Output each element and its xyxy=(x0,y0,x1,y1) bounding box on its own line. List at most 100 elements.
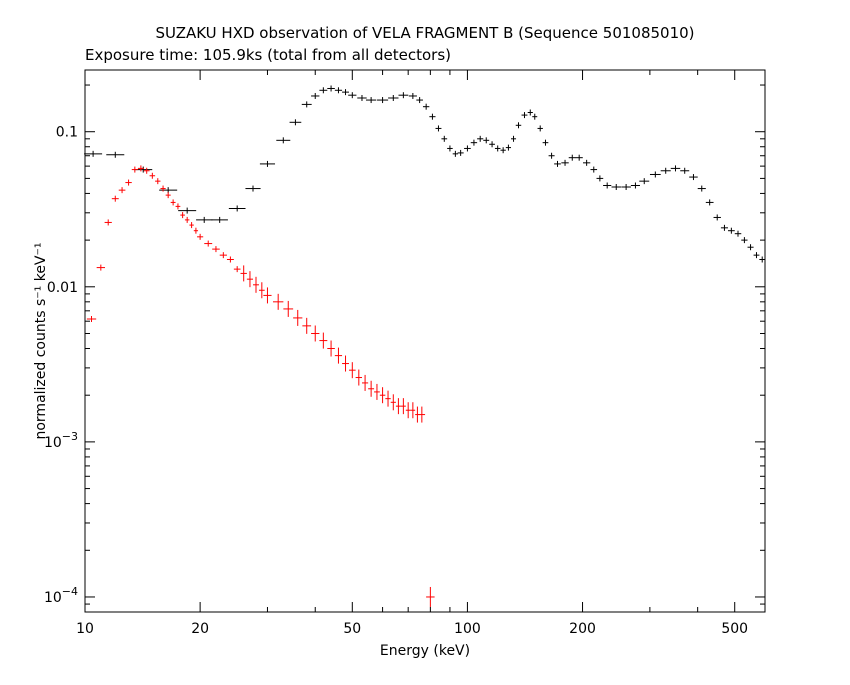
data-point xyxy=(418,406,426,423)
data-point xyxy=(118,187,126,194)
data-point xyxy=(405,402,411,419)
data-point xyxy=(753,252,760,259)
data-point xyxy=(483,137,490,144)
data-point xyxy=(311,325,320,342)
x-tick-label: 50 xyxy=(343,621,361,637)
data-point xyxy=(596,175,604,182)
data-point xyxy=(470,139,478,146)
data-point xyxy=(302,317,312,334)
data-point xyxy=(189,222,194,229)
data-point xyxy=(416,97,423,104)
x-axis: 10 20 50 100 200 500 xyxy=(76,70,766,637)
data-point xyxy=(429,113,436,120)
data-point xyxy=(505,144,512,151)
y-tick-exponent: −3 xyxy=(62,430,78,443)
data-point xyxy=(219,252,227,259)
data-point xyxy=(170,199,176,206)
data-point xyxy=(649,171,661,178)
data-point xyxy=(759,256,766,263)
data-point xyxy=(398,92,409,99)
data-point xyxy=(233,266,241,273)
data-point xyxy=(240,265,247,282)
data-point xyxy=(293,309,303,326)
data-point xyxy=(410,402,416,419)
series-1 xyxy=(86,165,435,607)
data-point xyxy=(603,182,612,189)
data-point xyxy=(327,85,335,92)
data-point xyxy=(521,112,528,119)
data-point xyxy=(590,166,598,173)
data-point xyxy=(84,150,103,157)
data-point xyxy=(212,246,220,253)
data-point xyxy=(272,293,284,310)
data-point xyxy=(697,185,706,192)
data-point xyxy=(705,199,714,206)
data-point xyxy=(178,207,197,214)
data-point xyxy=(355,369,363,386)
data-point xyxy=(334,87,343,94)
data-point xyxy=(395,398,401,415)
data-point xyxy=(408,92,417,99)
data-point xyxy=(357,94,367,101)
data-point xyxy=(160,185,166,192)
data-point xyxy=(276,137,291,144)
data-point xyxy=(311,92,320,99)
data-point xyxy=(106,151,125,158)
data-point xyxy=(477,135,484,142)
data-point xyxy=(131,166,138,173)
chart-title: SUZAKU HXD observation of VELA FRAGMENT … xyxy=(155,24,694,42)
data-point xyxy=(532,113,538,120)
data-point xyxy=(319,332,328,349)
data-point xyxy=(639,178,650,185)
data-point xyxy=(727,227,735,234)
data-point xyxy=(621,184,631,191)
data-point xyxy=(452,150,459,157)
data-point xyxy=(259,160,276,167)
data-point xyxy=(582,159,591,166)
data-point xyxy=(390,394,396,411)
data-point xyxy=(542,139,549,146)
data-point xyxy=(568,154,576,161)
data-point xyxy=(334,347,343,364)
x-tick-label: 500 xyxy=(721,621,748,637)
data-point xyxy=(365,97,377,104)
data-point xyxy=(660,167,671,174)
data-point xyxy=(680,167,690,174)
data-point xyxy=(527,109,533,116)
data-point xyxy=(377,97,389,104)
data-point xyxy=(554,160,561,167)
data-point xyxy=(211,216,228,223)
data-point xyxy=(374,383,380,400)
x-tick-label: 200 xyxy=(569,621,596,637)
data-point xyxy=(713,214,721,221)
data-point xyxy=(327,340,335,357)
series-0 xyxy=(84,85,766,263)
data-point xyxy=(196,216,213,223)
data-point xyxy=(253,276,259,293)
y-tick-exponent: −4 xyxy=(62,585,78,598)
data-point xyxy=(400,398,406,415)
data-point xyxy=(379,387,386,404)
data-point xyxy=(184,216,190,223)
data-point xyxy=(457,149,464,156)
data-point xyxy=(426,586,435,607)
data-point xyxy=(165,192,171,199)
series-layer xyxy=(84,85,766,607)
data-point xyxy=(747,244,754,251)
data-point xyxy=(368,380,375,397)
data-point xyxy=(435,125,442,132)
data-point xyxy=(263,287,272,304)
data-point xyxy=(494,145,501,152)
data-point xyxy=(104,219,112,226)
data-point xyxy=(180,212,185,219)
data-point xyxy=(511,135,517,142)
data-point xyxy=(575,154,583,161)
data-point xyxy=(226,256,234,263)
data-point xyxy=(537,125,543,132)
y-axis: 0.1 0.01 10−3 10−4 xyxy=(44,84,765,613)
data-point xyxy=(125,179,132,186)
data-point xyxy=(111,195,119,202)
x-tick-label: 100 xyxy=(454,621,481,637)
y-tick-label: 10−4 xyxy=(44,585,78,606)
